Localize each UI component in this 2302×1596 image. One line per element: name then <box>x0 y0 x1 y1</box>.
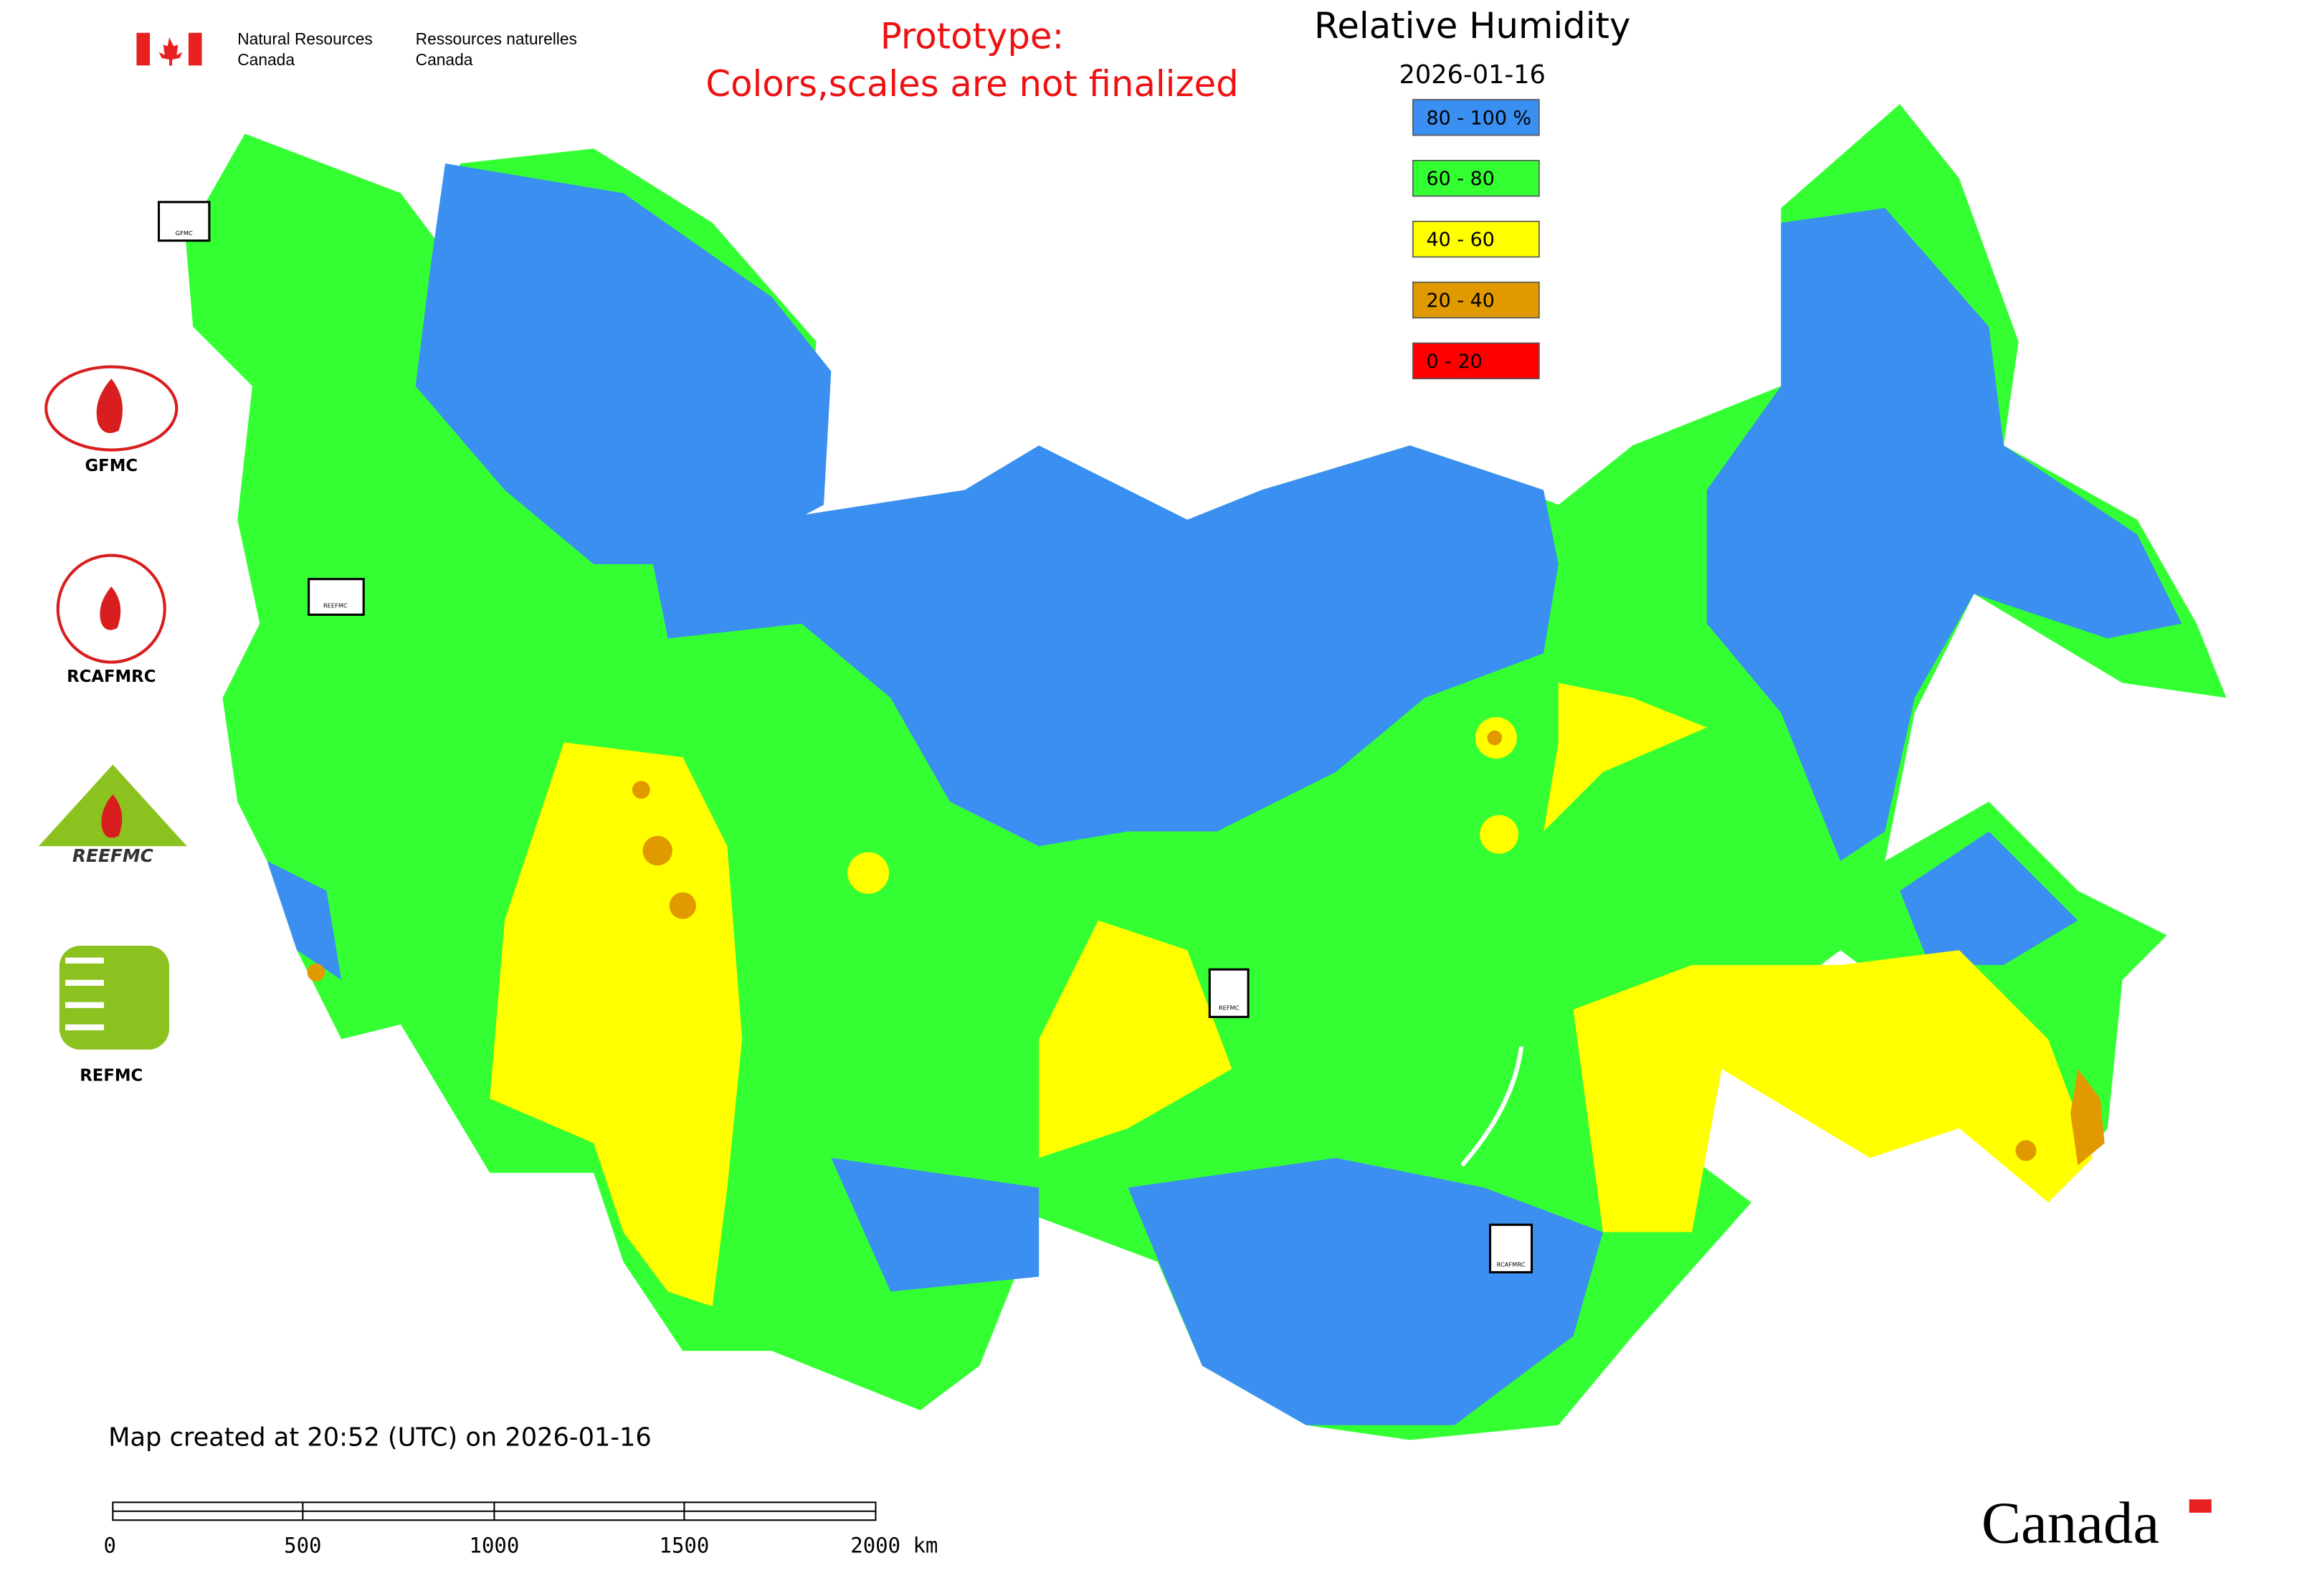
scale-label: 500 <box>284 1533 321 1557</box>
legend-swatch <box>1412 281 1540 319</box>
dept-fr: Canada <box>416 50 473 69</box>
legend: 80 - 100 % 60 - 80 40 - 60 20 - 40 0 - 20 <box>1412 99 1540 379</box>
map-markers: GFMC REEFMC REFMC RCAFMRC <box>157 201 1533 1274</box>
marker-label: REEFMC <box>323 602 348 609</box>
legend-label: 20 - 40 <box>1427 290 1495 312</box>
scale-label: 2000 km <box>850 1533 938 1557</box>
legend-swatch <box>1412 99 1540 136</box>
marker-label: GFMC <box>176 229 193 237</box>
legend-label: 40 - 60 <box>1427 229 1495 251</box>
legend-label: 60 - 80 <box>1427 168 1495 190</box>
dept-fr: Ressources naturelles <box>416 29 577 48</box>
marker-label: REFMC <box>1219 1004 1240 1011</box>
scale-label: 1000 <box>470 1533 520 1557</box>
legend-swatch <box>1412 159 1540 197</box>
logo-label: REEFMC <box>72 845 153 866</box>
created-note: Map created at 20:52 (UTC) on 2026-01-16 <box>108 1422 652 1452</box>
marker-label: RCAFMRC <box>1497 1261 1526 1268</box>
legend-date: 2026-01-16 <box>1399 60 1546 90</box>
legend-swatch <box>1412 220 1540 258</box>
logos: GFMC RCAFMRC REEFMC REFMC <box>38 365 187 1086</box>
gov-signature: Natural Resources Canada Ressources natu… <box>136 29 577 69</box>
legend-swatch <box>1412 342 1540 379</box>
dept-en: Canada <box>237 50 295 69</box>
map <box>185 104 2227 1440</box>
scale-label: 1500 <box>660 1533 710 1557</box>
legend-label: 80 - 100 % <box>1427 107 1532 129</box>
dept-en: Natural Resources <box>237 29 373 48</box>
scale-label: 0 <box>103 1533 115 1557</box>
logo-label: GFMC <box>85 457 138 475</box>
scale-bar: 0 500 1000 1500 2000 km <box>103 1501 938 1557</box>
logo-label: REFMC <box>80 1067 143 1086</box>
notice: Prototype: <box>880 16 1064 57</box>
logo-label: RCAFMRC <box>67 668 156 686</box>
legend-title: Relative Humidity <box>1314 5 1630 47</box>
canada-wordmark: Canada <box>1982 1490 2159 1556</box>
legend-label: 0 - 20 <box>1427 351 1483 373</box>
notice: Colors,scales are not finalized <box>705 63 1238 105</box>
